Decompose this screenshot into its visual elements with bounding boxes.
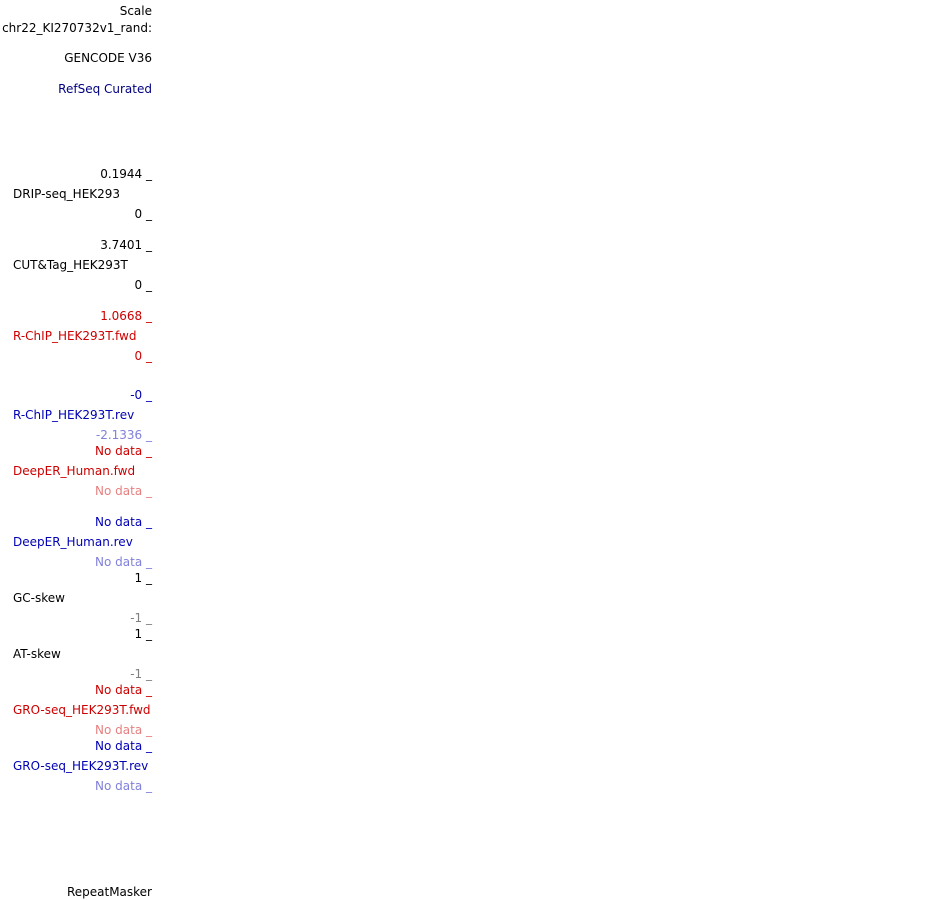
gro-fwd-min-value: No data _ [95, 723, 152, 737]
track-label-gc-skew[interactable]: GC-skew [13, 591, 65, 605]
scale-label: Scale [119, 4, 152, 18]
rchip-fwd-max-value: 1.0668 _ [100, 309, 152, 323]
track-label-gro-fwd[interactable]: GRO-seq_HEK293T.fwd [13, 703, 151, 717]
deeper-fwd-max-value: No data _ [95, 444, 152, 458]
gro-rev-max-value: No data _ [95, 739, 152, 753]
rchip-fwd-min-value: 0 _ [134, 349, 152, 363]
track-label-deeper-fwd[interactable]: DeepER_Human.fwd [13, 464, 136, 478]
track-label-rchip-fwd[interactable]: R-ChIP_HEK293T.fwd [13, 329, 137, 343]
drip-max-value: 0.1944 _ [100, 167, 152, 181]
gro-fwd-max-value: No data _ [95, 683, 152, 697]
rchip-rev-min-value: -2.1336 _ [95, 428, 152, 442]
cuttag-min-value: 0 _ [134, 278, 152, 292]
atskew-min-value: -1 _ [130, 667, 152, 681]
atskew-max-value: 1 _ [134, 627, 152, 641]
rchip-rev-max-value: -0 _ [130, 388, 152, 402]
gcskew-max-value: 1 _ [134, 571, 152, 585]
track-label-cut-tag[interactable]: CUT&Tag_HEK293T [13, 258, 128, 272]
track-label-deeper-rev[interactable]: DeepER_Human.rev [13, 535, 133, 549]
deeper-rev-min-value: No data _ [95, 555, 152, 569]
track-label-gro-rev[interactable]: GRO-seq_HEK293T.rev [13, 759, 149, 773]
track-label-refseq[interactable]: RefSeq Curated [58, 82, 152, 96]
deeper-rev-max-value: No data _ [95, 515, 152, 529]
cuttag-max-value: 3.7401 _ [100, 238, 152, 252]
drip-min-value: 0 _ [134, 207, 152, 221]
track-label-at-skew[interactable]: AT-skew [13, 647, 61, 661]
deeper-fwd-min-value: No data _ [95, 484, 152, 498]
track-label-repeatmasker[interactable]: RepeatMasker [66, 885, 152, 899]
chrom-position-label: chr22_KI270732v1_rand: [2, 21, 152, 35]
track-label-gencode[interactable]: GENCODE V36 [64, 51, 152, 65]
track-label-drip-seq[interactable]: DRIP-seq_HEK293 [13, 187, 121, 201]
gro-rev-min-value: No data _ [95, 779, 152, 793]
gcskew-min-value: -1 _ [130, 611, 152, 625]
track-label-rchip-rev[interactable]: R-ChIP_HEK293T.rev [13, 408, 135, 422]
